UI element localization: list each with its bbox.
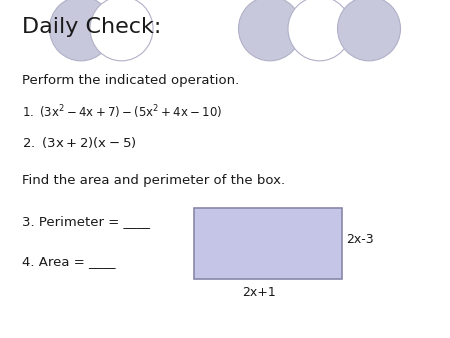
Text: Perform the indicated operation.: Perform the indicated operation.	[22, 74, 240, 87]
Text: $\mathregular{2.\ (3x+2)(x-5)}$: $\mathregular{2.\ (3x+2)(x-5)}$	[22, 135, 137, 150]
Bar	[194, 208, 342, 279]
Text: 2x+1: 2x+1	[242, 286, 275, 298]
Ellipse shape	[288, 0, 351, 61]
Text: 3. Perimeter = ____: 3. Perimeter = ____	[22, 215, 150, 227]
Text: 2x-3: 2x-3	[346, 234, 374, 246]
Text: Find the area and perimeter of the box.: Find the area and perimeter of the box.	[22, 174, 286, 187]
Ellipse shape	[238, 0, 302, 61]
Text: Daily Check:: Daily Check:	[22, 17, 162, 37]
Ellipse shape	[50, 0, 112, 61]
Text: 4. Area = ____: 4. Area = ____	[22, 255, 116, 268]
Text: $\mathregular{1.\ (3x^2-4x+7)-(5x^2+4x-10)}$: $\mathregular{1.\ (3x^2-4x+7)-(5x^2+4x-1…	[22, 103, 223, 121]
Ellipse shape	[90, 0, 153, 61]
Ellipse shape	[338, 0, 400, 61]
